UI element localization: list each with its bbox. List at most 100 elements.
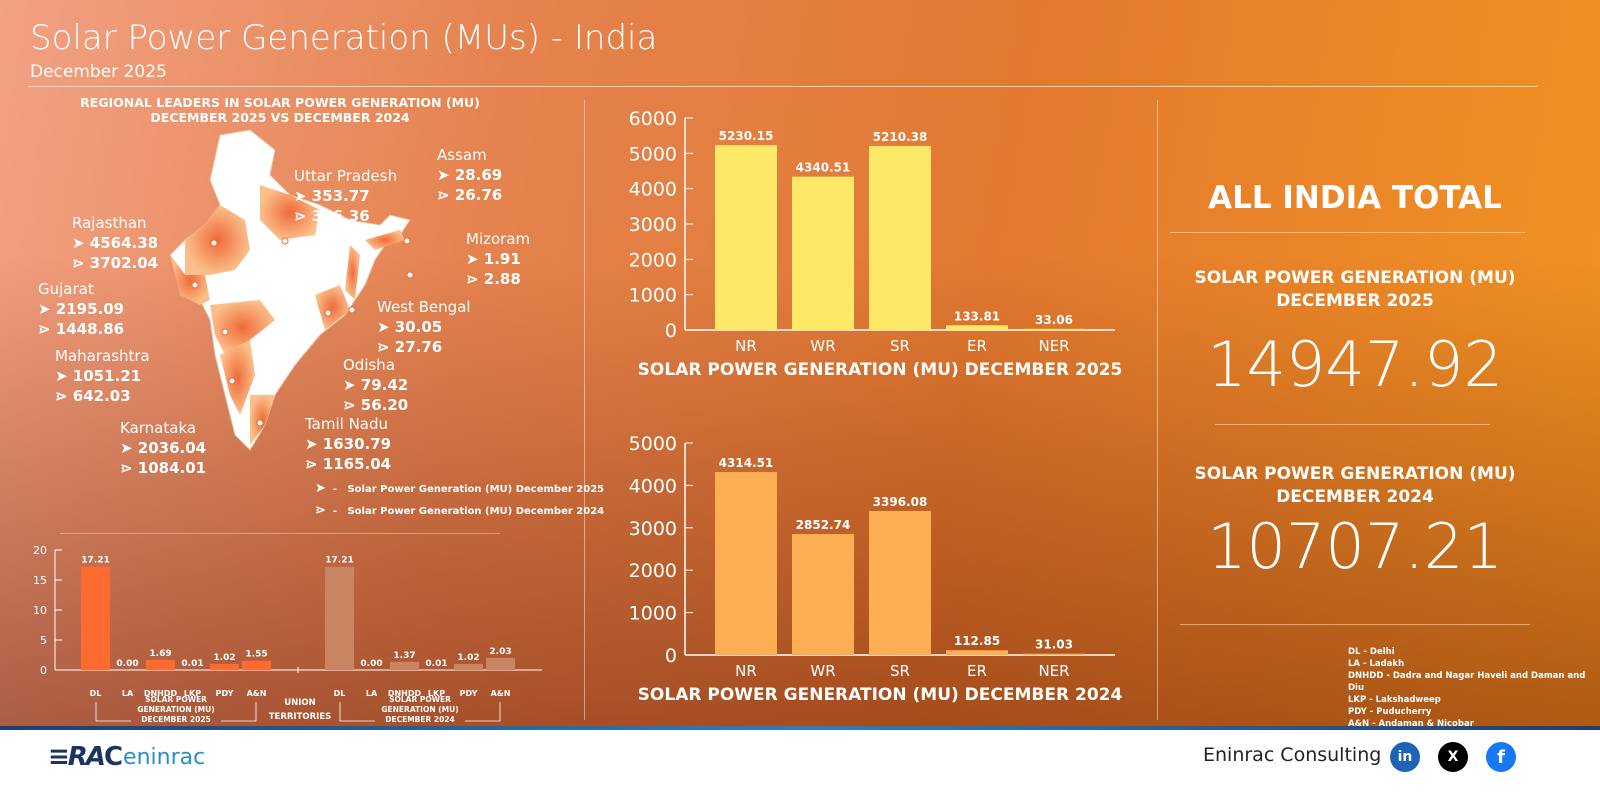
ut-label: TERRITORIES bbox=[269, 712, 332, 722]
state-name: Rajasthan bbox=[72, 214, 147, 232]
abbreviation: A&N - Andaman & Nicobar bbox=[1348, 719, 1474, 729]
abbreviation: LKP - Lakshadweep bbox=[1348, 695, 1441, 705]
x-tick-label: PDY bbox=[460, 689, 478, 698]
x-tick-label: WR bbox=[810, 662, 835, 680]
marker bbox=[324, 309, 332, 317]
state-rajasthan: Rajasthan ➤ 4564.38 ⋗ 3702.04 bbox=[72, 213, 158, 273]
linkedin-icon[interactable]: in bbox=[1390, 742, 1420, 772]
x-icon[interactable]: X bbox=[1438, 742, 1468, 772]
bar-sr bbox=[869, 145, 931, 330]
outline-arrow-icon: ⋗ bbox=[315, 503, 326, 518]
x-tick-label: A&N bbox=[247, 689, 267, 698]
data-label: 3396.08 bbox=[873, 495, 928, 509]
ut-bar-dnhdd bbox=[390, 661, 419, 670]
map-heading: REGIONAL LEADERS IN SOLAR POWER GENERATI… bbox=[40, 95, 520, 125]
state-name: Odisha bbox=[343, 356, 396, 374]
x-tick-label: ER bbox=[967, 662, 987, 680]
data-label: 17.21 bbox=[81, 556, 109, 566]
gujarat-shape bbox=[170, 255, 210, 305]
y-tick-label: 6000 bbox=[629, 108, 677, 130]
value: 1165.04 bbox=[322, 455, 392, 473]
footer-strip bbox=[0, 726, 1600, 730]
data-label: 1.37 bbox=[393, 651, 415, 661]
ut-bar-a&n bbox=[242, 660, 271, 670]
page-title: Solar Power Generation (MUs) - India bbox=[30, 18, 658, 58]
ut-label: UNION bbox=[284, 698, 316, 708]
data-label: 5210.38 bbox=[873, 130, 928, 144]
divider bbox=[1157, 100, 1158, 720]
value: 356.36 bbox=[311, 207, 370, 225]
y-tick-label: 0 bbox=[40, 664, 47, 677]
value-2025: ➤ 1051.21 bbox=[55, 367, 142, 385]
x-tick-label: SR bbox=[890, 337, 910, 355]
state-name: Uttar Pradesh bbox=[294, 167, 398, 185]
data-label: 17.21 bbox=[325, 556, 353, 566]
value-2024: ⋗ 26.76 bbox=[437, 186, 503, 204]
chart-title: SOLAR POWER GENERATION (MU) DECEMBER 202… bbox=[638, 685, 1123, 705]
value-2024: ⋗ 642.03 bbox=[55, 387, 131, 405]
value-2025: ➤ 1630.79 bbox=[305, 435, 392, 453]
value-2024: ⋗ 56.20 bbox=[343, 396, 409, 414]
state-mizoram: Mizoram ➤ 1.91 ⋗ 2.88 bbox=[466, 229, 530, 289]
value: 1084.01 bbox=[137, 459, 207, 477]
y-tick-label: 3000 bbox=[629, 214, 677, 236]
label-line: DECEMBER 2024 bbox=[1276, 487, 1434, 507]
logo-word: eninrac bbox=[123, 744, 206, 770]
ut-bar-dnhdd bbox=[146, 659, 175, 670]
india-map bbox=[169, 129, 414, 451]
state-name: Karnataka bbox=[120, 419, 197, 437]
map-legend-2025: ➤ - Solar Power Generation (MU) December… bbox=[315, 481, 605, 496]
divider bbox=[584, 100, 585, 720]
value: 2036.04 bbox=[137, 439, 207, 457]
label-line: DECEMBER 2025 bbox=[1276, 291, 1434, 311]
data-label: 0.01 bbox=[425, 659, 447, 669]
ut-bar-pdy bbox=[210, 663, 239, 670]
data-label: 112.85 bbox=[954, 634, 1000, 648]
state-name: Maharashtra bbox=[55, 347, 150, 365]
state-odisha: Odisha ➤ 79.42 ⋗ 56.20 bbox=[343, 355, 408, 415]
summary-label-2025: SOLAR POWER GENERATION (MU) DECEMBER 2025 bbox=[1170, 267, 1540, 313]
chart-title: SOLAR POWER GENERATION (MU) DECEMBER 202… bbox=[638, 360, 1123, 380]
divider bbox=[1215, 424, 1490, 425]
data-label: 1.02 bbox=[457, 653, 479, 663]
value: 30.05 bbox=[394, 318, 443, 336]
value: 56.20 bbox=[360, 396, 409, 414]
ut-bar-pdy bbox=[454, 663, 483, 670]
facebook-icon[interactable]: f bbox=[1486, 742, 1516, 772]
state-name: Gujarat bbox=[38, 280, 94, 298]
data-label: 2.03 bbox=[489, 647, 511, 657]
x-tick-label: NR bbox=[735, 337, 757, 355]
assam-shape bbox=[365, 230, 405, 250]
y-tick-label: 10 bbox=[33, 604, 47, 617]
group-bracket bbox=[95, 702, 257, 722]
y-tick-label: 20 bbox=[33, 544, 47, 557]
x-tick-label: LKP bbox=[184, 689, 201, 698]
marker bbox=[210, 239, 218, 247]
total-2025: 14947.92 bbox=[1207, 328, 1503, 401]
company-name: Eninrac Consulting bbox=[1203, 744, 1382, 766]
y-tick-label: 5 bbox=[40, 634, 47, 647]
x-tick-label: WR bbox=[810, 337, 835, 355]
data-label: 1.02 bbox=[213, 653, 235, 663]
abbreviation: LA - Ladakh bbox=[1348, 659, 1405, 669]
label-line: SOLAR POWER GENERATION (MU) bbox=[1194, 464, 1516, 484]
state-maharashtra: Maharashtra ➤ 1051.21 ⋗ 642.03 bbox=[55, 346, 150, 406]
map-heading-line2: DECEMBER 2025 VS DECEMBER 2024 bbox=[150, 110, 410, 125]
bar-ner bbox=[1023, 653, 1085, 655]
odisha-shape bbox=[315, 285, 350, 330]
abbreviation: DNHDD - Dadra and Nagar Haveli and Daman… bbox=[1348, 671, 1586, 693]
data-label: 33.06 bbox=[1035, 313, 1073, 327]
abbreviation: DL - Delhi bbox=[1348, 647, 1395, 657]
divider bbox=[1170, 232, 1525, 233]
value: 1630.79 bbox=[322, 435, 392, 453]
bar-er bbox=[946, 650, 1008, 655]
marker bbox=[228, 377, 236, 385]
value: 27.76 bbox=[394, 338, 443, 356]
bar-wr bbox=[792, 534, 854, 655]
x-tick-label: NER bbox=[1038, 337, 1069, 355]
map-legend-2024: ⋗ - Solar Power Generation (MU) December… bbox=[315, 503, 605, 518]
x-tick-label: DL bbox=[90, 689, 102, 698]
state-name: Tamil Nadu bbox=[305, 415, 389, 433]
value: 642.03 bbox=[72, 387, 131, 405]
